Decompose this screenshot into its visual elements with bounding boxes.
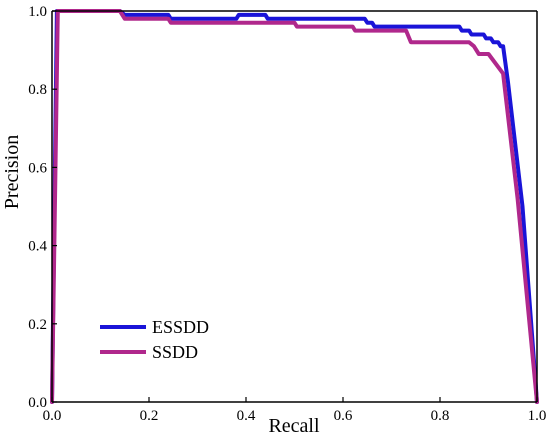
axes-layer [51, 10, 538, 403]
x-tick-label: 0.0 [43, 408, 62, 424]
legend-label-essdd: ESSDD [152, 317, 209, 337]
x-tick-label: 1.0 [528, 408, 547, 424]
y-axis-title: Precision [1, 135, 23, 209]
x-ticks: 0.0 0.2 0.4 0.6 0.8 1.0 [43, 397, 547, 424]
y-tick-label: 0.8 [28, 82, 47, 98]
series-line-ssdd [50, 9, 539, 404]
legend: ESSDD SSDD [96, 312, 220, 366]
series-line-essdd [50, 9, 539, 404]
y-ticks: 0.0 0.2 0.4 0.6 0.8 1.0 [28, 4, 57, 411]
y-tick-label: 0.6 [28, 160, 47, 176]
legend-box [96, 312, 220, 366]
y-tick-label: 1.0 [28, 4, 47, 20]
x-axis-title: Recall [268, 415, 320, 437]
x-tick-label: 0.2 [140, 408, 159, 424]
x-tick-label: 0.6 [334, 408, 353, 424]
series-layer [50, 9, 539, 404]
y-tick-label: 0.4 [28, 239, 47, 255]
legend-label-ssdd: SSDD [152, 342, 198, 362]
x-tick-label: 0.4 [237, 408, 256, 424]
y-tick-label: 0.0 [28, 395, 47, 411]
x-tick-label: 0.8 [431, 408, 450, 424]
y-tick-label: 0.2 [28, 317, 47, 333]
